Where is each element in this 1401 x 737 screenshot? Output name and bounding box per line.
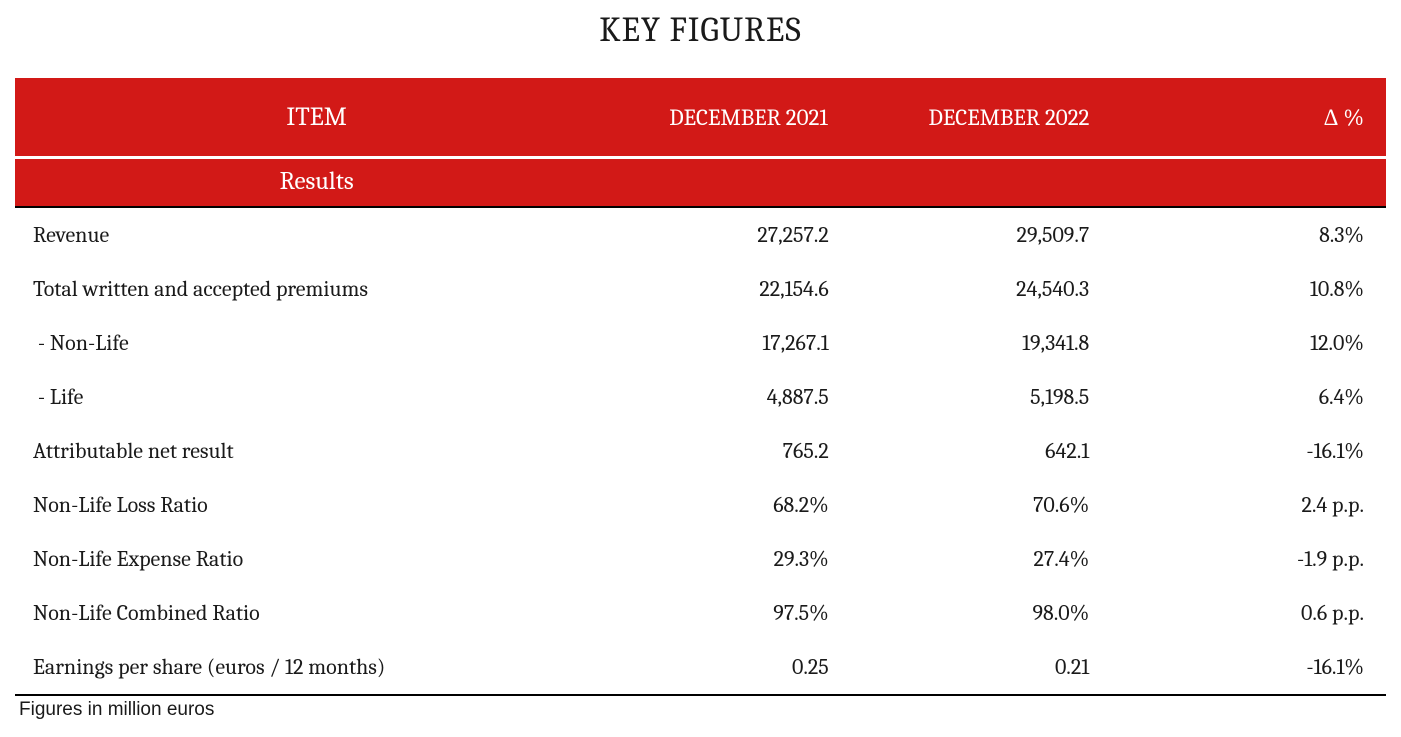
value-2021-cell: 29.3% <box>618 532 878 586</box>
section-label: Results <box>15 158 618 208</box>
col-header-2021: DECEMBER 2021 <box>618 78 878 158</box>
table-row: Attributable net result 765.2 642.1 -16.… <box>15 424 1386 478</box>
page-title: KEY FIGURES <box>15 10 1386 50</box>
delta-cell: 0.6 p.p. <box>1139 586 1386 640</box>
item-cell: Attributable net result <box>15 424 618 478</box>
value-2021-cell: 765.2 <box>618 424 878 478</box>
delta-cell: -16.1% <box>1139 640 1386 695</box>
value-2021-cell: 0.25 <box>618 640 878 695</box>
table-row: Total written and accepted premiums 22,1… <box>15 262 1386 316</box>
delta-cell: -16.1% <box>1139 424 1386 478</box>
item-cell: Non-Life Combined Ratio <box>15 586 618 640</box>
section-empty-cell <box>618 158 878 208</box>
value-2022-cell: 70.6% <box>879 478 1139 532</box>
table-row: Non-Life Expense Ratio 29.3% 27.4% -1.9 … <box>15 532 1386 586</box>
section-empty-cell <box>1139 158 1386 208</box>
delta-cell: 6.4% <box>1139 370 1386 424</box>
delta-cell: 12.0% <box>1139 316 1386 370</box>
table-row: - Life 4,887.5 5,198.5 6.4% <box>15 370 1386 424</box>
table-row: Earnings per share (euros / 12 months) 0… <box>15 640 1386 695</box>
table-header-row: ITEM DECEMBER 2021 DECEMBER 2022 Δ % <box>15 78 1386 158</box>
item-cell: Revenue <box>15 207 618 262</box>
value-2022-cell: 0.21 <box>879 640 1139 695</box>
delta-cell: -1.9 p.p. <box>1139 532 1386 586</box>
col-header-delta: Δ % <box>1139 78 1386 158</box>
value-2021-cell: 4,887.5 <box>618 370 878 424</box>
item-cell: Non-Life Loss Ratio <box>15 478 618 532</box>
value-2021-cell: 22,154.6 <box>618 262 878 316</box>
item-cell: - Non-Life <box>15 316 618 370</box>
table-row: Non-Life Loss Ratio 68.2% 70.6% 2.4 p.p. <box>15 478 1386 532</box>
item-cell: Earnings per share (euros / 12 months) <box>15 640 618 695</box>
key-figures-table: ITEM DECEMBER 2021 DECEMBER 2022 Δ % Res… <box>15 78 1386 696</box>
col-header-2022: DECEMBER 2022 <box>879 78 1139 158</box>
delta-cell: 10.8% <box>1139 262 1386 316</box>
item-cell: - Life <box>15 370 618 424</box>
table-row: Non-Life Combined Ratio 97.5% 98.0% 0.6 … <box>15 586 1386 640</box>
section-row-results: Results <box>15 158 1386 208</box>
value-2022-cell: 98.0% <box>879 586 1139 640</box>
section-empty-cell <box>879 158 1139 208</box>
value-2022-cell: 24,540.3 <box>879 262 1139 316</box>
delta-cell: 2.4 p.p. <box>1139 478 1386 532</box>
value-2022-cell: 642.1 <box>879 424 1139 478</box>
value-2021-cell: 97.5% <box>618 586 878 640</box>
col-header-item: ITEM <box>15 78 618 158</box>
item-cell: Non-Life Expense Ratio <box>15 532 618 586</box>
value-2021-cell: 68.2% <box>618 478 878 532</box>
delta-cell: 8.3% <box>1139 207 1386 262</box>
table-row: - Non-Life 17,267.1 19,341.8 12.0% <box>15 316 1386 370</box>
table-body: Results Revenue 27,257.2 29,509.7 8.3% T… <box>15 158 1386 696</box>
table-row: Revenue 27,257.2 29,509.7 8.3% <box>15 207 1386 262</box>
value-2022-cell: 27.4% <box>879 532 1139 586</box>
value-2022-cell: 29,509.7 <box>879 207 1139 262</box>
value-2021-cell: 27,257.2 <box>618 207 878 262</box>
item-cell: Total written and accepted premiums <box>15 262 618 316</box>
value-2022-cell: 19,341.8 <box>879 316 1139 370</box>
value-2021-cell: 17,267.1 <box>618 316 878 370</box>
footnote: Figures in million euros <box>15 699 1386 721</box>
value-2022-cell: 5,198.5 <box>879 370 1139 424</box>
